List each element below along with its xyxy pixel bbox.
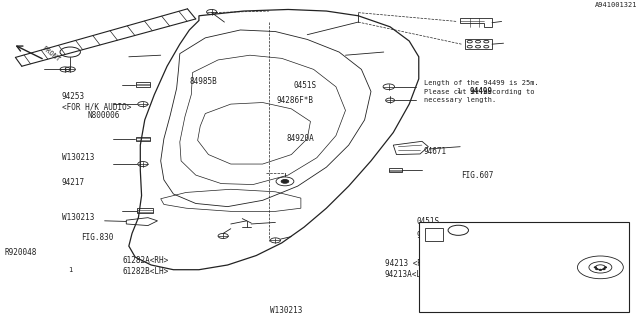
Circle shape — [594, 267, 596, 268]
Text: 1: 1 — [456, 89, 460, 94]
Text: 94253
<FOR H/K AUDIO>: 94253 <FOR H/K AUDIO> — [62, 92, 131, 112]
Text: FRONT: FRONT — [41, 45, 61, 63]
Text: 94280: 94280 — [417, 230, 440, 239]
Text: 94286F*B: 94286F*B — [276, 96, 314, 105]
Text: 94213 <RH>
94213A<LH>: 94213 <RH> 94213A<LH> — [385, 259, 431, 279]
FancyBboxPatch shape — [419, 222, 629, 312]
Text: 0451S: 0451S — [417, 217, 440, 226]
Text: FIG.833: FIG.833 — [511, 272, 543, 282]
Circle shape — [604, 267, 607, 268]
Text: 94499: 94499 — [470, 87, 493, 96]
Text: W130213: W130213 — [62, 153, 94, 162]
Text: FIG.830: FIG.830 — [81, 233, 113, 242]
Text: 94671: 94671 — [423, 147, 446, 156]
Text: FIG.833: FIG.833 — [497, 300, 529, 308]
Text: 0451S: 0451S — [293, 81, 316, 90]
Circle shape — [599, 269, 602, 270]
Text: A941001321: A941001321 — [595, 2, 637, 8]
Text: 61282A<RH>
61282B<LH>: 61282A<RH> 61282B<LH> — [122, 256, 169, 276]
Text: W130213: W130213 — [270, 306, 303, 315]
Text: N800006: N800006 — [88, 111, 120, 120]
Circle shape — [276, 177, 294, 186]
Text: W130213: W130213 — [62, 213, 94, 222]
Text: 94217: 94217 — [62, 179, 85, 188]
Text: 1: 1 — [68, 267, 72, 273]
Circle shape — [596, 268, 598, 270]
Text: Length of the 94499 is 25m.
Please cut it according to
necessary length.: Length of the 94499 is 25m. Please cut i… — [424, 80, 539, 103]
Text: 84920A: 84920A — [287, 134, 315, 143]
Circle shape — [603, 268, 605, 270]
Text: R920048: R920048 — [4, 248, 37, 257]
Text: FIG.607: FIG.607 — [461, 171, 494, 180]
Text: 84985B: 84985B — [189, 77, 217, 86]
Circle shape — [281, 180, 289, 183]
